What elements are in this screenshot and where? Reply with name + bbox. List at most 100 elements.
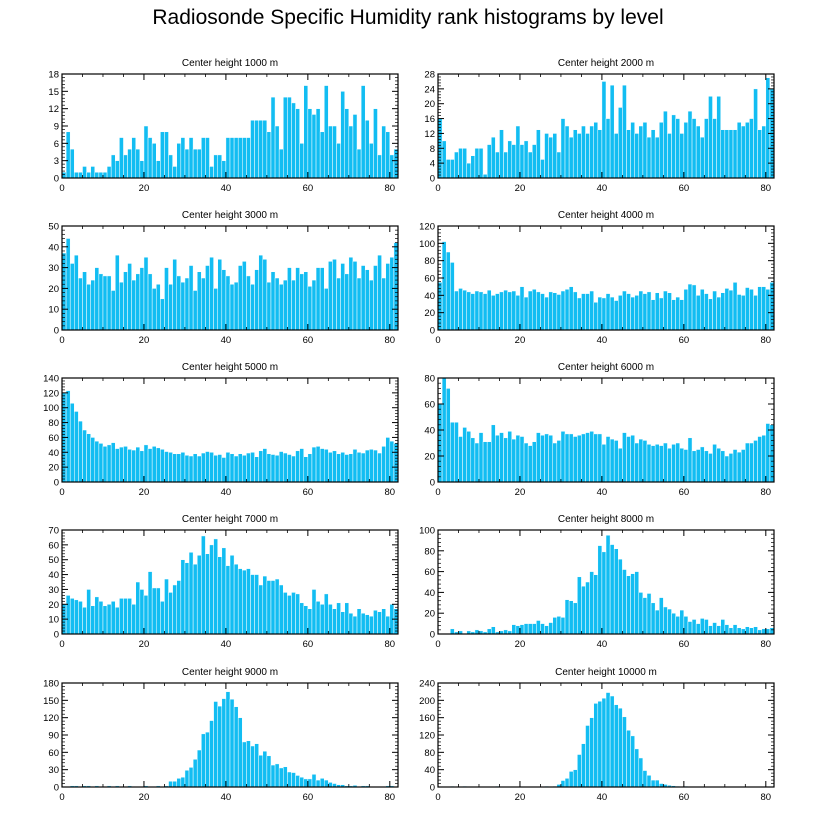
y-tick-label: 20 [48, 600, 59, 611]
histogram-bar [381, 446, 386, 483]
histogram-bar [287, 454, 292, 483]
histogram-bar [147, 571, 153, 635]
histogram-bar [523, 140, 529, 179]
y-tick-label: 0 [430, 783, 435, 794]
histogram-bar [663, 442, 668, 483]
plot-frame [61, 377, 399, 483]
histogram-bar [369, 615, 374, 635]
x-tick-label: 80 [385, 335, 396, 346]
histogram-bar [287, 595, 292, 635]
histogram-bar [712, 290, 717, 331]
histogram-bar [250, 745, 255, 788]
histogram-bar [377, 452, 382, 483]
histogram-bar [102, 171, 108, 179]
histogram-bar [205, 731, 210, 788]
histogram-bar [266, 755, 272, 788]
histogram-bar [229, 555, 235, 635]
histogram-bar [299, 273, 305, 331]
histogram-bar [278, 283, 284, 331]
histogram-bar [176, 275, 182, 331]
histogram-bar [757, 286, 762, 331]
histogram-bar [360, 265, 366, 331]
histogram-bar [250, 119, 255, 179]
histogram-bar [618, 558, 623, 635]
histogram-bar [217, 556, 223, 635]
histogram-bar [527, 290, 533, 331]
histogram-bar [634, 442, 640, 483]
histogram-bar [278, 767, 284, 788]
histogram-bar [450, 421, 455, 483]
histogram-bar [90, 166, 96, 179]
histogram-bar [287, 96, 292, 179]
histogram-bar [544, 296, 549, 331]
histogram-bar [311, 589, 317, 635]
histogram-bar [618, 295, 623, 331]
histogram-bar [65, 595, 71, 635]
histogram-bar [679, 299, 685, 331]
histogram-bar [328, 452, 333, 483]
histogram-bar [110, 154, 116, 179]
histogram-bar [704, 619, 709, 635]
histogram-bar [540, 159, 545, 179]
histogram-bar [278, 148, 284, 179]
histogram-bar [74, 411, 79, 483]
histogram-bar [155, 587, 161, 635]
histogram-bar [373, 449, 378, 483]
histogram-bar [720, 292, 726, 331]
histogram-bar [307, 608, 313, 635]
histogram-bar [65, 238, 71, 331]
histogram-bar [519, 144, 525, 179]
histogram-bar [373, 609, 378, 635]
histogram-bar [176, 453, 182, 483]
histogram-bar [299, 143, 305, 179]
histogram-bar [642, 597, 648, 635]
y-tick-label: 160 [419, 713, 435, 724]
histogram-bar [638, 757, 644, 788]
histogram-bar [454, 290, 459, 331]
histogram-bar [753, 626, 758, 635]
histogram-bar [303, 271, 309, 331]
histogram-bar [458, 148, 463, 179]
histogram-bar [716, 296, 721, 331]
histogram-bar [315, 779, 321, 788]
histogram-bar [724, 624, 730, 635]
histogram-bar [348, 256, 354, 331]
histogram-bar [340, 452, 345, 483]
histogram-bar [638, 290, 644, 331]
histogram-bar [593, 302, 599, 331]
histogram-bar [299, 602, 305, 635]
histogram-bar [589, 125, 594, 179]
histogram-bar [466, 431, 472, 483]
histogram-bar [344, 108, 350, 179]
histogram-bar [201, 452, 206, 483]
histogram-bar [356, 608, 362, 635]
histogram-bar [728, 129, 734, 179]
y-tick-label: 28 [424, 70, 435, 81]
histogram-bar [630, 296, 635, 331]
histogram-bar [127, 263, 132, 331]
x-tick-label: 60 [303, 487, 314, 498]
histogram-bar [98, 601, 104, 635]
histogram-bar [531, 289, 537, 331]
histogram-bar [229, 283, 235, 331]
histogram-bar [274, 125, 280, 179]
histogram-bar [393, 608, 399, 635]
histogram-bar [86, 283, 91, 331]
histogram-bar [233, 281, 239, 331]
histogram-bar [552, 617, 558, 635]
histogram-bar [262, 750, 268, 788]
histogram-bar [740, 628, 746, 635]
histogram-bar [291, 772, 296, 788]
x-tick-label: 60 [679, 639, 690, 650]
histogram-bar [172, 453, 177, 483]
histogram-bar [336, 453, 341, 483]
x-tick-label: 80 [761, 792, 772, 803]
histogram-bar [458, 436, 463, 483]
y-tick-label: 0 [430, 326, 435, 337]
histogram-bar [650, 602, 656, 635]
histogram-bar [712, 118, 717, 179]
histogram-bar [299, 448, 305, 483]
histogram-bar [581, 585, 586, 635]
histogram-bar [184, 455, 190, 483]
y-tick-label: 20 [424, 452, 435, 463]
